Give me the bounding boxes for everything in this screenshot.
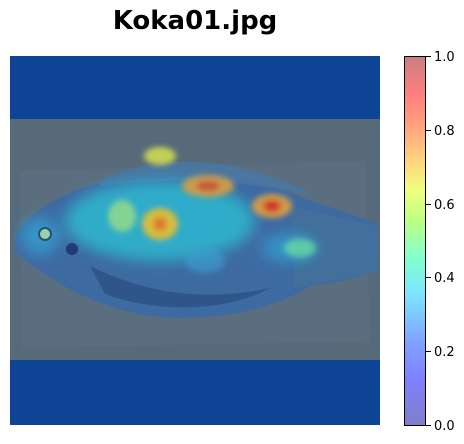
heat-hotspots (108, 147, 316, 273)
colorbar-tick-label: 0.2 (434, 345, 455, 360)
colorbar-tick-label: 0.0 (434, 419, 455, 434)
colorbar-tick-label: 0.8 (434, 124, 455, 139)
hotspot-6 (284, 239, 316, 257)
heatmap-image (10, 56, 380, 425)
colorbar-tick-label: 0.6 (434, 198, 455, 213)
colorbar-tick-label: 1.0 (434, 50, 455, 65)
colorbar-tick (426, 56, 431, 57)
colorbar-tick (426, 351, 431, 352)
colorbar-tick (426, 204, 431, 205)
colorbar-tick (426, 425, 431, 426)
hotspot-4 (144, 147, 176, 165)
colorbar-tick (426, 130, 431, 131)
fish-eye (38, 227, 52, 241)
chart-title: Koka01.jpg (112, 6, 278, 36)
hotspot-5 (108, 200, 136, 232)
colorbar-tick (426, 277, 431, 278)
colorbar (404, 56, 426, 426)
colorbar-tick-label: 0.4 (434, 271, 455, 286)
